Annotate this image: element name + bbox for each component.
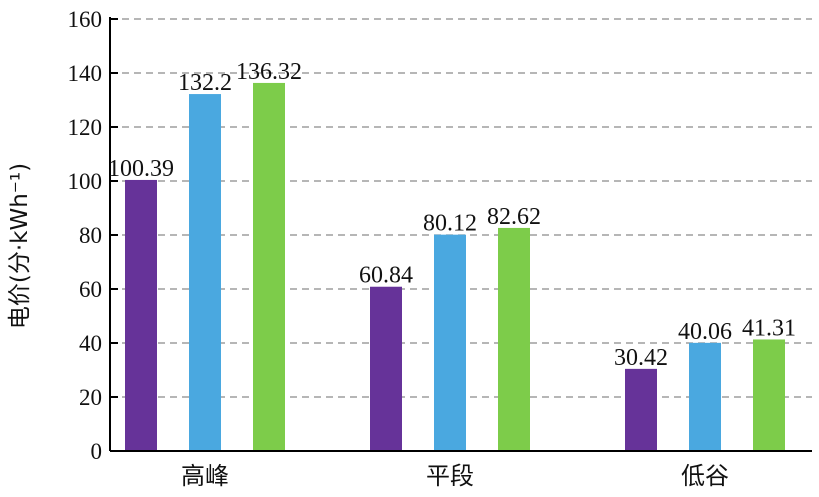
data-label: 30.42 <box>614 345 668 371</box>
bars <box>125 82 785 451</box>
y-tick-label: 60 <box>79 277 102 302</box>
data-label: 41.31 <box>742 315 796 341</box>
bar <box>498 227 530 451</box>
bar <box>434 234 466 451</box>
y-tick-label: 20 <box>79 385 102 410</box>
x-categories: 高峰 平段 低谷 <box>181 462 729 490</box>
bar <box>370 286 402 451</box>
y-tick-label: 120 <box>68 115 103 140</box>
y-tick-label: 160 <box>68 7 103 32</box>
x-category-label: 平段 <box>426 462 474 490</box>
bar <box>753 339 785 451</box>
bar <box>625 368 657 451</box>
y-ticks: 0 20 40 60 80 100 120 140 160 <box>68 7 118 464</box>
y-tick-label: 80 <box>79 223 102 248</box>
x-category-label: 低谷 <box>681 462 729 490</box>
bar <box>125 179 157 451</box>
data-label: 60.84 <box>359 263 413 289</box>
y-tick-label: 140 <box>68 61 103 86</box>
y-tick-label: 100 <box>68 169 103 194</box>
y-tick-label: 0 <box>91 439 103 464</box>
data-label: 132.2 <box>178 70 232 96</box>
data-label: 80.12 <box>423 211 477 237</box>
data-label: 40.06 <box>678 319 732 345</box>
data-label: 100.39 <box>108 156 174 182</box>
x-category-label: 高峰 <box>181 462 229 490</box>
bar <box>253 82 285 451</box>
data-labels: 100.39 132.2 136.32 60.84 80.12 82.62 30.42 40.… <box>108 59 796 371</box>
y-tick-label: 40 <box>79 331 102 356</box>
bar <box>189 94 221 451</box>
data-label: 136.32 <box>236 59 302 85</box>
bar <box>689 342 721 451</box>
data-label: 82.62 <box>487 204 541 230</box>
y-axis-title: 电价(分·kWh⁻¹) <box>7 163 33 329</box>
